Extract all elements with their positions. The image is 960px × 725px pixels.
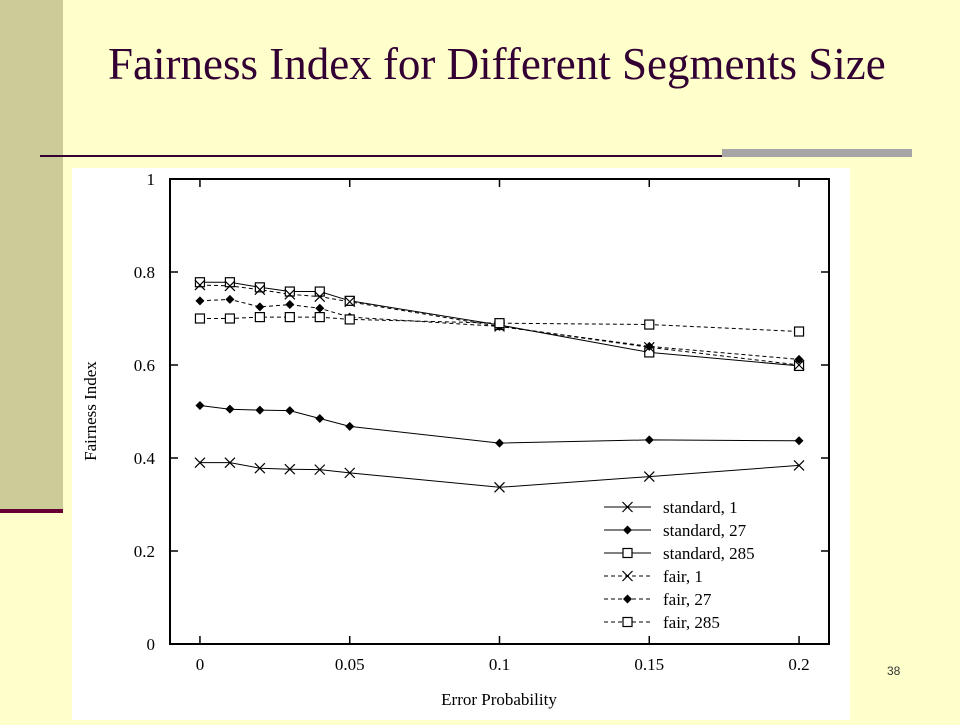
data-point-cross (254, 462, 266, 474)
data-point-diamond (794, 436, 804, 446)
y-tick-label: 0.6 (134, 356, 155, 375)
legend-label: fair, 285 (663, 613, 720, 632)
data-point-diamond (623, 594, 632, 604)
data-point-square (284, 286, 295, 297)
data-point-diamond (195, 296, 205, 306)
data-point-diamond (644, 435, 654, 445)
data-point-diamond (345, 421, 355, 431)
data-point-cross (793, 460, 805, 471)
data-point-square (314, 286, 325, 297)
data-point-square (344, 295, 355, 306)
x-tick-label: 0.1 (489, 655, 510, 674)
data-point-diamond (255, 302, 265, 312)
y-tick-label: 1 (147, 170, 156, 189)
data-point-cross (224, 457, 236, 469)
slide-title: Fairness Index for Different Segments Si… (108, 39, 886, 89)
data-point-cross (194, 457, 206, 469)
data-point-diamond (315, 413, 325, 423)
legend-label: fair, 1 (663, 567, 703, 586)
data-point-cross (494, 481, 505, 493)
data-point-square (254, 282, 265, 293)
data-point-cross (793, 359, 805, 371)
data-point-square (494, 318, 505, 329)
data-point-cross (622, 570, 633, 582)
x-tick-label: 0 (196, 655, 205, 674)
data-point-square (254, 312, 265, 323)
legend-label: fair, 27 (663, 590, 712, 609)
y-tick-label: 0.2 (134, 542, 155, 561)
title-underline (40, 155, 912, 157)
left-decorative-band (0, 0, 63, 512)
data-point-diamond (195, 400, 205, 410)
data-point-cross (194, 279, 206, 291)
data-point-square (224, 313, 236, 324)
data-point-cross (344, 467, 356, 479)
legend-label: standard, 27 (663, 521, 747, 540)
x-axis-label: Error Probability (441, 690, 557, 709)
data-point-square (644, 319, 655, 330)
x-tick-label: 0.15 (634, 655, 664, 674)
chart-legend: standard, 1 standard, 27 standard, 285 fair… (604, 498, 755, 632)
data-point-diamond (285, 300, 295, 310)
data-point-square (194, 277, 206, 288)
data-point-cross (622, 501, 633, 513)
x-tick-label: 0.05 (335, 655, 365, 674)
data-point-cross (344, 296, 356, 308)
x-tick-label: 0.2 (788, 655, 809, 674)
data-point-diamond (225, 404, 235, 414)
data-point-diamond (255, 405, 265, 415)
legend-label: standard, 285 (663, 544, 755, 563)
data-point-diamond (225, 294, 235, 304)
data-point-diamond (794, 354, 804, 364)
data-point-square (622, 616, 633, 628)
data-point-cross (224, 280, 236, 292)
data-point-square (284, 312, 295, 323)
title-underline-accent (722, 149, 912, 157)
y-tick-label: 0.4 (134, 449, 156, 468)
plot-frame (169, 178, 830, 645)
data-point-cross (314, 464, 326, 476)
y-tick-label: 0.8 (134, 263, 155, 282)
page-number: 38 (887, 664, 901, 678)
data-point-square (344, 314, 355, 325)
data-point-cross (284, 463, 296, 475)
data-point-diamond (315, 303, 325, 313)
data-point-diamond (623, 525, 632, 535)
data-point-cross (284, 288, 296, 300)
data-point-square (194, 313, 206, 324)
y-axis-label: Fairness Index (81, 361, 100, 461)
chart-svg: 0 0.05 0.1 0.15 0.2 0 0.2 0.4 0.6 0.8 1 Fairness I… (81, 170, 830, 709)
fairness-chart: 0 0.05 0.1 0.15 0.2 0 0.2 0.4 0.6 0.8 1 Fairness I… (72, 168, 850, 720)
y-tick-label: 0 (147, 635, 156, 654)
data-point-square (622, 547, 633, 559)
data-point-cross (314, 291, 326, 303)
data-point-cross (643, 471, 655, 483)
data-point-diamond (495, 438, 504, 448)
data-point-square (314, 312, 325, 323)
left-band-accent-line (0, 509, 63, 513)
data-point-diamond (644, 341, 654, 351)
legend-label: standard, 1 (663, 498, 738, 517)
data-point-diamond (285, 406, 295, 416)
data-point-cross (254, 284, 266, 296)
data-point-square (793, 326, 805, 337)
series-line-0 (200, 462, 800, 488)
